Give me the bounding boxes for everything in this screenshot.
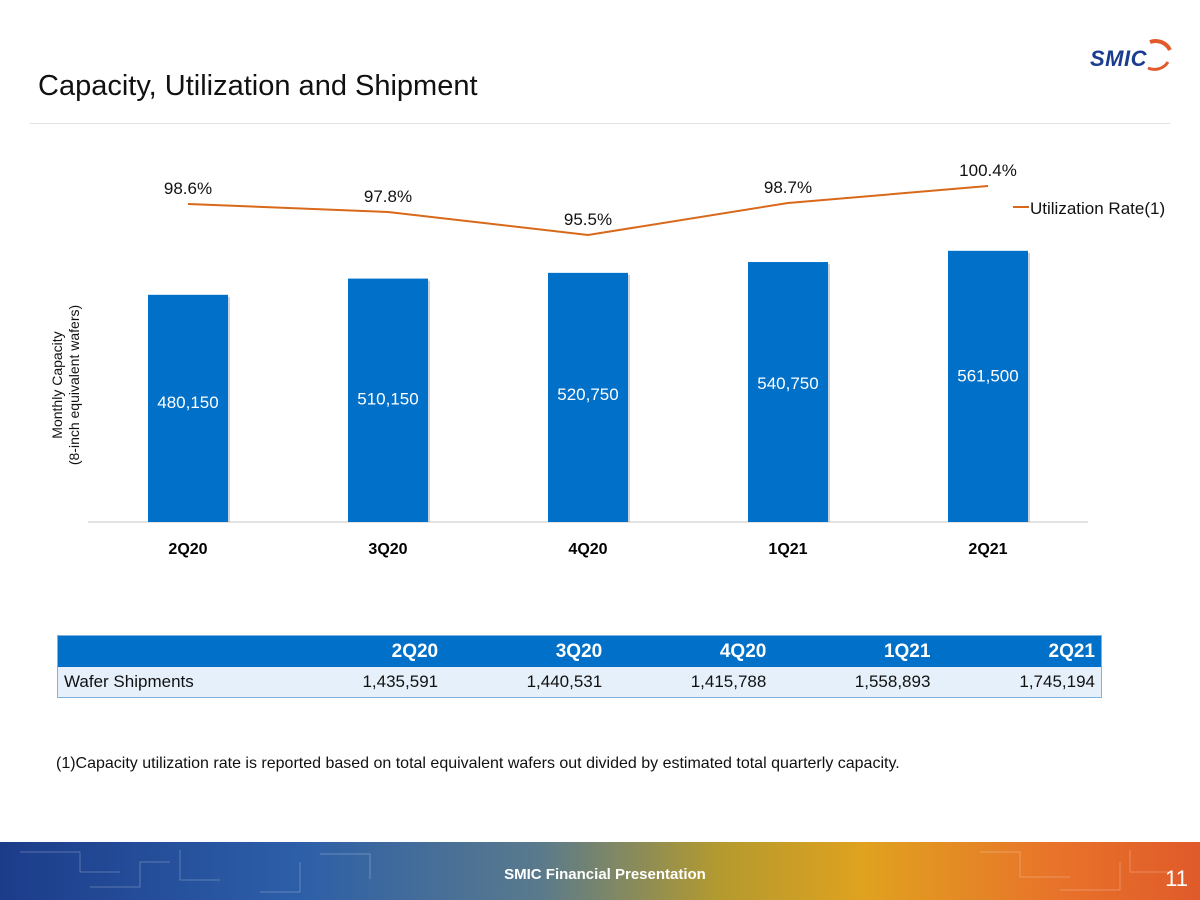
x-tick-label: 2Q20 (168, 541, 207, 558)
x-tick-label: 2Q21 (968, 541, 1007, 558)
circuit-pattern-icon (20, 850, 1170, 893)
table-header-cell: 1Q21 (772, 635, 937, 667)
table-header-cell: 4Q20 (608, 635, 773, 667)
capacity-utilization-chart: 480,150 2Q20 510,150 3Q20 520,750 4Q20 540,750… (88, 161, 1165, 558)
bar-value-label: 520,750 (557, 385, 618, 404)
bar-2Q21 (948, 250, 1028, 522)
bar-value-label: 510,150 (357, 390, 418, 409)
table-cell: 1,745,194 (936, 667, 1102, 698)
table-header-cell: 2Q20 (280, 635, 445, 667)
table-header-cell (57, 635, 280, 667)
table-header-cell: 3Q20 (444, 635, 609, 667)
bar-1Q21 (748, 262, 828, 522)
footnote: (1)Capacity utilization rate is reported… (56, 755, 900, 772)
page-number: 11 (1165, 866, 1188, 891)
table-header-cell: 2Q21 (936, 635, 1102, 667)
logo-arc-icon (1147, 38, 1172, 71)
page-title: Capacity, Utilization and Shipment (38, 70, 478, 102)
utilization-point-label: 97.8% (364, 187, 412, 206)
utilization-point-label: 100.4% (959, 161, 1017, 180)
table-cell: 1,415,788 (608, 667, 773, 698)
row-label: Wafer Shipments (57, 667, 280, 698)
bar-value-label: 480,150 (157, 393, 218, 412)
smic-logo: SMIC (1088, 38, 1174, 74)
x-tick-label: 3Q20 (368, 541, 407, 558)
table-cell: 1,558,893 (772, 667, 937, 698)
y-axis-title-line1: Monthly Capacity (49, 331, 65, 439)
y-axis-title-line2: (8-inch equivalent wafers) (66, 304, 82, 466)
wafer-shipments-table: 2Q20 3Q20 4Q20 1Q21 2Q21 Wafer Shipments… (57, 635, 1102, 698)
utilization-line (187, 185, 989, 237)
footer-label: SMIC Financial Presentation (504, 866, 706, 883)
title-divider (30, 123, 1170, 124)
bar-value-label: 540,750 (757, 374, 818, 393)
x-tick-label: 1Q21 (768, 541, 807, 558)
utilization-point-label: 98.7% (764, 178, 812, 197)
utilization-point-label: 98.6% (164, 179, 212, 198)
bar-2Q20 (148, 294, 228, 522)
legend-label: Utilization Rate(1) (1030, 199, 1165, 218)
bar-4Q20 (548, 272, 628, 522)
table-header-row: 2Q20 3Q20 4Q20 1Q21 2Q21 (57, 635, 1102, 667)
utilization-point-label: 95.5% (564, 210, 612, 229)
x-tick-label: 4Q20 (568, 541, 607, 558)
bar-value-label: 561,500 (957, 367, 1018, 386)
logo-text: SMIC (1090, 46, 1147, 71)
y-axis-title: Monthly Capacity (8-inch equivalent wafe… (49, 255, 83, 515)
table-cell: 1,435,591 (280, 667, 445, 698)
bar-3Q20 (348, 278, 428, 522)
footer-bar: SMIC Financial Presentation 11 (0, 842, 1200, 900)
table-row: Wafer Shipments 1,435,591 1,440,531 1,41… (57, 667, 1102, 698)
table-cell: 1,440,531 (444, 667, 609, 698)
